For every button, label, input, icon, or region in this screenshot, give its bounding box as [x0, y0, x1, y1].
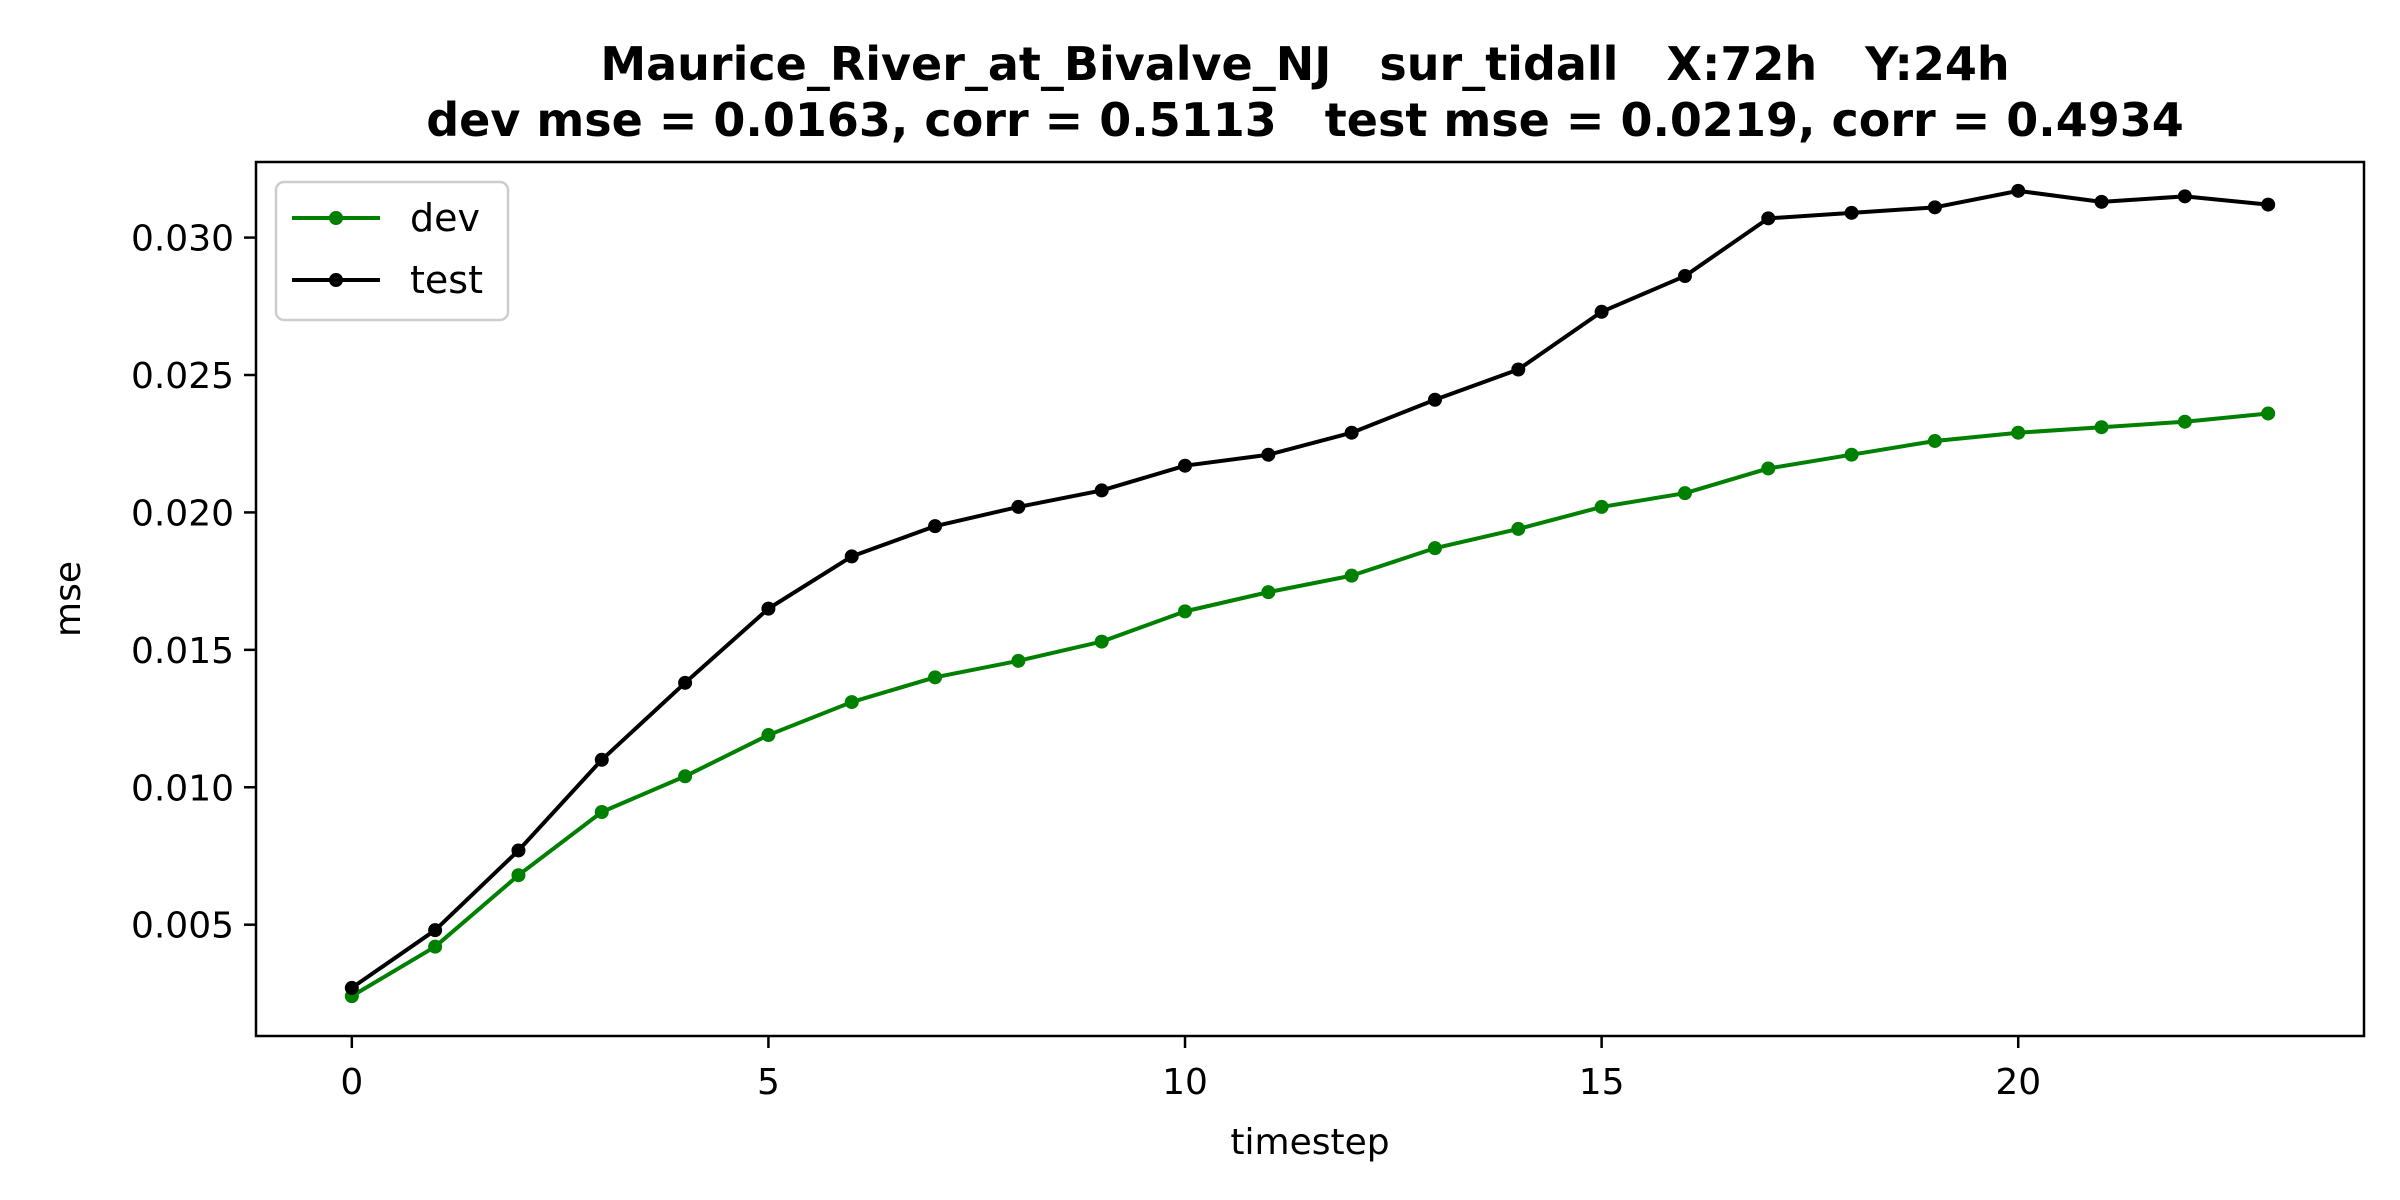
data-point-dev	[844, 695, 859, 710]
chart-subtitle: dev mse = 0.0163, corr = 0.5113 test mse…	[426, 93, 2184, 147]
data-point-test	[2261, 197, 2276, 212]
data-point-dev	[1261, 585, 1276, 600]
data-point-dev	[1344, 568, 1359, 583]
data-point-test	[1844, 205, 1859, 220]
data-point-dev	[1427, 541, 1442, 556]
data-point-test	[678, 675, 693, 690]
data-point-dev	[1927, 433, 1942, 448]
data-point-dev	[2261, 406, 2276, 421]
chart-title: Maurice_River_at_Bivalve_NJ sur_tidall X…	[600, 37, 2009, 91]
y-axis-label: mse	[48, 561, 89, 637]
data-point-dev	[1594, 499, 1609, 514]
data-point-test	[2094, 194, 2109, 209]
y-tick-label: 0.025	[131, 356, 234, 397]
data-point-test	[1511, 362, 1526, 377]
data-point-test	[1011, 499, 1026, 514]
x-tick-label: 10	[1162, 1062, 1208, 1103]
data-point-test	[1261, 447, 1276, 462]
plot-frame	[254, 160, 2366, 1038]
data-point-test	[928, 519, 943, 534]
data-point-dev	[428, 939, 443, 954]
x-tick-label: 20	[1995, 1062, 2041, 1103]
data-point-dev	[1761, 461, 1776, 476]
data-point-test	[2011, 183, 2026, 198]
y-tick-label: 0.010	[131, 768, 234, 809]
series-layer	[344, 183, 2276, 1004]
data-point-test	[1594, 304, 1609, 319]
legend: dev test	[274, 180, 510, 322]
x-axis-label: timestep	[1230, 1122, 1389, 1163]
y-tick-label: 0.020	[131, 493, 234, 534]
legend-label-dev: dev	[410, 196, 480, 240]
x-tick-label: 15	[1579, 1062, 1625, 1103]
data-point-dev	[1677, 486, 1692, 501]
legend-label-test: test	[410, 258, 483, 302]
x-tick-label: 5	[757, 1062, 780, 1103]
data-point-dev	[678, 769, 693, 784]
series-line-dev	[350, 411, 2269, 998]
data-point-dev	[594, 805, 609, 820]
series-line-test	[350, 188, 2269, 990]
data-point-dev	[1094, 634, 1109, 649]
data-point-dev	[2011, 425, 2026, 440]
data-point-test	[1344, 425, 1359, 440]
y-tick-label: 0.005	[131, 906, 234, 947]
data-point-test	[511, 843, 526, 858]
data-point-test	[1927, 200, 1942, 215]
y-tick-label: 0.030	[131, 219, 234, 260]
data-point-test	[844, 549, 859, 564]
x-tick-label: 0	[340, 1062, 363, 1103]
legend-marker-dev	[329, 211, 343, 225]
data-point-test	[594, 752, 609, 767]
data-point-dev	[1511, 521, 1526, 536]
data-point-test	[1094, 483, 1109, 498]
data-point-test	[1178, 458, 1193, 473]
data-point-dev	[1178, 604, 1193, 619]
data-point-test	[428, 923, 443, 938]
data-point-dev	[761, 728, 776, 743]
data-point-dev	[1011, 653, 1026, 668]
y-tick-label: 0.015	[131, 631, 234, 672]
data-point-dev	[2094, 420, 2109, 435]
data-point-dev	[928, 670, 943, 685]
data-point-test	[1677, 269, 1692, 284]
data-point-test	[1761, 211, 1776, 226]
data-point-test	[1427, 392, 1442, 407]
data-point-dev	[1844, 447, 1859, 462]
data-point-test	[2177, 189, 2192, 204]
data-point-dev	[2177, 414, 2192, 429]
legend-marker-test	[329, 273, 343, 287]
y-axis-ticks: 0.005 0.010 0.015 0.020 0.025 0.030	[131, 219, 256, 947]
x-axis-ticks: 0 5 10 15 20	[340, 1036, 2041, 1103]
data-point-test	[344, 980, 359, 995]
data-point-test	[761, 601, 776, 616]
data-point-dev	[511, 868, 526, 883]
